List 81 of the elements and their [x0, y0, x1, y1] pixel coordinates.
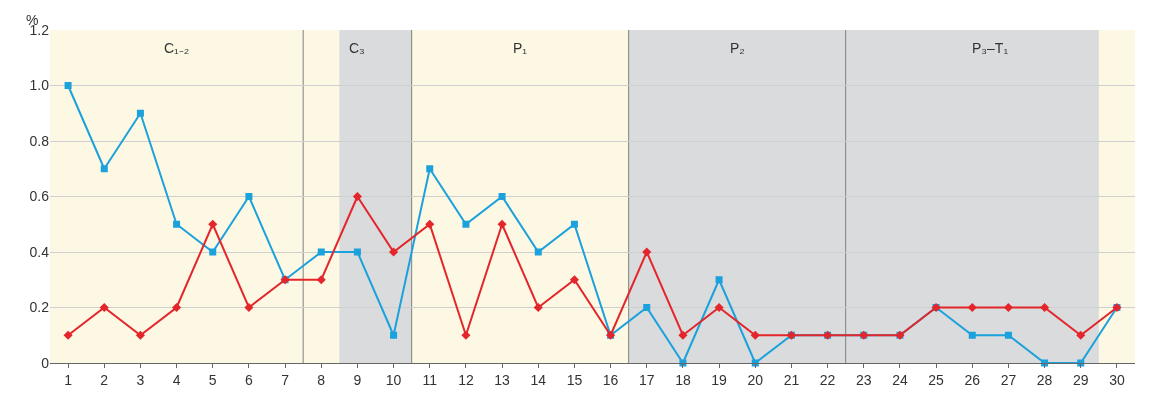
- x-tick-label: 3: [136, 371, 145, 388]
- point: [570, 220, 578, 228]
- x-tick-label: 21: [783, 371, 800, 388]
- x-tick-label: 4: [172, 371, 181, 388]
- point: [497, 219, 507, 229]
- point: [498, 193, 506, 200]
- point: [99, 302, 109, 313]
- x-tick-label: 24: [892, 371, 908, 388]
- point: [968, 331, 976, 339]
- point: [100, 165, 108, 173]
- x-tick-label: 18: [675, 371, 691, 388]
- x-tick-label: 30: [1109, 371, 1125, 388]
- point: [1004, 331, 1012, 339]
- point: [1040, 302, 1050, 313]
- x-tick-label: 17: [638, 371, 655, 388]
- y-tick-label: 0: [41, 354, 50, 371]
- point: [352, 191, 362, 202]
- point: [462, 220, 470, 228]
- x-tick-label: 1: [64, 371, 73, 388]
- point: [389, 247, 399, 257]
- point: [244, 302, 254, 313]
- point: [678, 330, 688, 340]
- point: [642, 247, 652, 257]
- point: [461, 330, 471, 340]
- x-tick-label: 15: [566, 371, 583, 388]
- point: [569, 275, 579, 285]
- x-tick-label: 19: [711, 371, 728, 388]
- x-tick-label: 14: [530, 371, 547, 388]
- x-tick-label: 8: [317, 371, 326, 388]
- x-tick-label: 10: [385, 371, 402, 388]
- point: [967, 302, 977, 313]
- point: [1076, 330, 1086, 340]
- point: [715, 276, 723, 284]
- point: [64, 82, 72, 89]
- point: [209, 248, 217, 256]
- x-tick-label: 22: [819, 371, 836, 388]
- point: [172, 302, 182, 313]
- x-tick-label: 27: [1000, 371, 1017, 388]
- x-tick-label: 26: [964, 371, 981, 388]
- y-tick-label: 0.8: [29, 132, 50, 149]
- y-tick-label: 0.2: [29, 299, 50, 316]
- point: [425, 219, 435, 229]
- y-tick-label: 0.6: [29, 188, 50, 205]
- annotation: C₃: [349, 40, 365, 56]
- x-tick-label: 16: [602, 371, 619, 388]
- annotation: P₂: [730, 40, 745, 56]
- annotation: P₃–T₁: [972, 40, 1009, 56]
- point: [750, 330, 760, 340]
- annotation: P₁: [513, 40, 528, 56]
- point: [353, 248, 361, 256]
- point: [426, 165, 434, 173]
- point: [317, 248, 325, 256]
- x-tick-label: 28: [1036, 371, 1053, 388]
- x-tick-label: 9: [353, 371, 362, 388]
- point: [534, 248, 542, 256]
- x-tick-label: 29: [1072, 371, 1089, 388]
- point: [316, 275, 326, 285]
- point: [135, 330, 145, 340]
- x-tick-label: 13: [494, 371, 511, 388]
- x-tick-label: 23: [855, 371, 872, 388]
- x-tick-label: 25: [928, 371, 945, 388]
- point: [208, 219, 218, 229]
- point: [643, 304, 651, 311]
- point: [1003, 302, 1013, 313]
- annotation: C₁₋₂: [164, 40, 190, 56]
- x-tick-label: 6: [245, 371, 254, 388]
- point: [63, 330, 73, 340]
- x-tick-label: 2: [100, 371, 109, 388]
- point: [136, 109, 144, 117]
- x-tick-label: 7: [281, 371, 290, 388]
- x-tick-label: 11: [422, 371, 438, 388]
- point: [245, 193, 253, 200]
- point: [533, 302, 543, 313]
- y-tick-label: 1.0: [29, 77, 50, 94]
- point: [390, 331, 398, 339]
- point: [173, 220, 181, 228]
- point: [714, 302, 724, 313]
- x-tick-label: 12: [458, 371, 474, 388]
- y-tick-label: 0.4: [29, 243, 50, 260]
- x-tick-label: 20: [747, 371, 764, 388]
- x-tick-label: 5: [208, 371, 217, 388]
